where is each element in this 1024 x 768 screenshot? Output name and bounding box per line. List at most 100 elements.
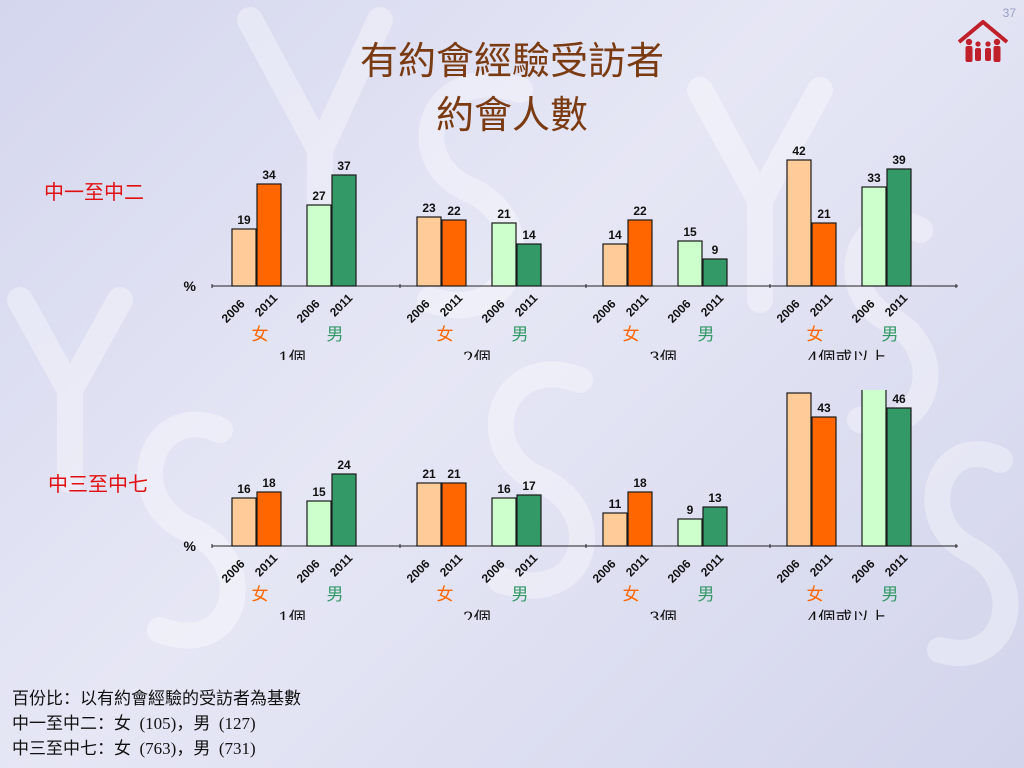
bar-value-label: 9 (687, 503, 694, 517)
bar-male-2006 (491, 222, 517, 287)
year-tick-label: 2011 (512, 551, 541, 580)
bar-value-label: 33 (867, 171, 881, 185)
bar-value-label: 14 (522, 228, 536, 242)
year-tick-label: 2006 (665, 557, 694, 586)
year-tick-label: 2006 (219, 297, 248, 326)
year-tick-label: 2011 (882, 291, 911, 320)
year-tick-label: 2011 (623, 551, 652, 580)
bar-value-label: 11 (609, 497, 622, 511)
bar-value-label: 15 (683, 225, 697, 239)
bar-male-2006 (677, 518, 703, 547)
gender-label-female: 女 (807, 585, 824, 604)
bar-value-label: 27 (312, 189, 326, 203)
bar-male-2006 (861, 390, 887, 547)
bar-value-label: 43 (817, 401, 831, 415)
bar-male-2006 (491, 497, 517, 547)
category-label: 3個 (649, 609, 677, 620)
year-tick-label: 2011 (698, 291, 727, 320)
gender-label-female: 女 (252, 325, 269, 344)
year-tick-label: 2006 (590, 557, 619, 586)
bar-value-label: 15 (312, 485, 326, 499)
year-tick-label: 2006 (590, 297, 619, 326)
page-number: 37 (1002, 6, 1016, 20)
bar-value-label: 21 (497, 207, 511, 221)
bar-value-label: 23 (422, 201, 436, 215)
year-tick-label: 2006 (294, 557, 323, 586)
year-tick-label: 2011 (807, 291, 836, 320)
bar-value-label: 22 (447, 204, 461, 218)
bar-value-label: 39 (892, 153, 906, 167)
gender-label-male: 男 (327, 585, 344, 604)
bar-value-label: 24 (337, 458, 351, 472)
bar-female-2006 (416, 216, 442, 287)
page-title-line1: 有約會經驗受訪者 (359, 39, 664, 83)
gender-label-male: 男 (698, 585, 715, 604)
gender-label-male: 男 (882, 325, 899, 344)
year-tick-label: 2006 (849, 557, 878, 586)
year-tick-label: 2006 (479, 297, 508, 326)
bar-male-2006 (861, 186, 887, 287)
bar-female-2006 (786, 159, 812, 287)
year-tick-label: 2011 (252, 551, 281, 580)
bar-female-2011 (441, 482, 467, 547)
bar-female-2011 (627, 491, 653, 547)
gender-label-male: 男 (512, 325, 529, 344)
bar-value-label: 16 (237, 482, 251, 496)
bar-value-label: 22 (633, 204, 647, 218)
year-tick-label: 2006 (294, 297, 323, 326)
percent-unit-label: % (184, 538, 197, 554)
bar-value-label: 19 (237, 213, 251, 227)
bar-male-2011 (886, 407, 912, 547)
year-tick-label: 2011 (252, 291, 281, 320)
gender-label-female: 女 (437, 585, 454, 604)
year-tick-label: 2011 (327, 291, 356, 320)
bar-male-2011 (331, 174, 357, 287)
bar-value-label: 9 (712, 243, 719, 257)
year-tick-label: 2006 (404, 557, 433, 586)
bar-female-2011 (811, 222, 837, 287)
year-tick-label: 2006 (665, 297, 694, 326)
bar-male-2006 (306, 204, 332, 287)
bar-value-label: 14 (608, 228, 622, 242)
bar-female-2006 (231, 497, 257, 547)
gender-label-female: 女 (623, 325, 640, 344)
bar-male-2006 (677, 240, 703, 287)
bar-value-label: 18 (262, 476, 276, 490)
bar-value-label: 17 (522, 479, 536, 493)
bar-male-2011 (702, 506, 728, 547)
category-label: 1個 (278, 609, 306, 620)
gender-label-female: 女 (623, 585, 640, 604)
bar-male-2011 (702, 258, 728, 287)
year-tick-label: 2006 (849, 297, 878, 326)
bar-value-label: 21 (817, 207, 831, 221)
group-label-senior: 中三至中七 (48, 472, 148, 496)
bar-value-label: 21 (422, 467, 436, 481)
bar-value-label: 46 (892, 392, 906, 406)
year-tick-label: 2011 (807, 551, 836, 580)
bar-value-label: 13 (708, 491, 722, 505)
bar-value-label: 18 (633, 476, 647, 490)
year-tick-label: 2011 (327, 551, 356, 580)
category-label: 1個 (278, 349, 306, 360)
bar-female-2006 (416, 482, 442, 547)
year-tick-label: 2011 (437, 291, 466, 320)
bar-male-2011 (516, 243, 542, 287)
bar-female-2011 (256, 183, 282, 287)
footnote-basis: 百份比：以有約會經驗的受訪者為基數 (12, 689, 301, 708)
bar-value-label: 16 (497, 482, 511, 496)
year-tick-label: 2006 (774, 557, 803, 586)
bar-female-2006 (602, 243, 628, 287)
gender-label-female: 女 (807, 325, 824, 344)
bar-female-2011 (811, 416, 837, 547)
bar-female-2006 (602, 512, 628, 547)
percent-unit-label: % (184, 278, 197, 294)
category-label: 4個或以上 (808, 609, 887, 620)
gender-label-male: 男 (882, 585, 899, 604)
footnote-senior-sample: 中三至中七：女 (763)，男 (731) (12, 739, 256, 758)
bar-female-2006 (231, 228, 257, 287)
bar-male-2011 (516, 494, 542, 547)
footnote: 百份比：以有約會經驗的受訪者為基數 中一至中二：女 (105)，男 (127) … (12, 686, 301, 761)
bar-value-label: 42 (792, 144, 806, 158)
year-tick-label: 2011 (882, 551, 911, 580)
